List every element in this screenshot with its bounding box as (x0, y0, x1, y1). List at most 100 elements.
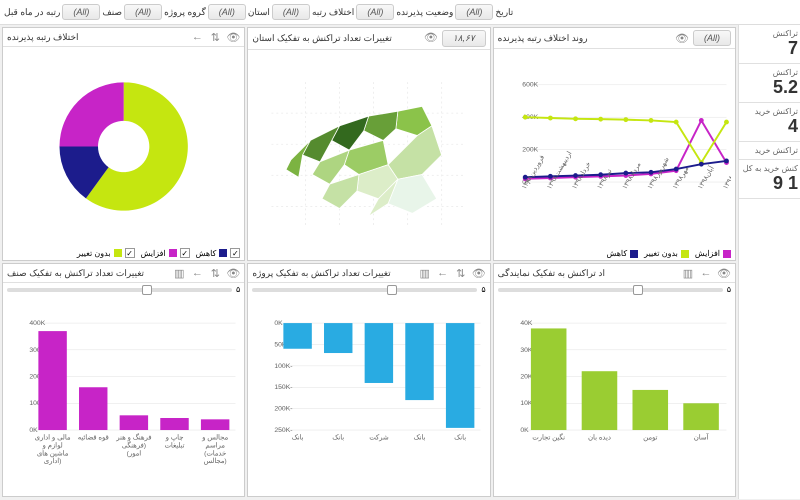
chart-icon[interactable]: ▥ (172, 266, 186, 280)
svg-text:(مجالس: (مجالس (204, 457, 227, 465)
chart-icon[interactable]: ▥ (418, 266, 432, 280)
svg-text:تبلیغات: تبلیغات (165, 442, 185, 450)
eye-icon[interactable]: 👁 (717, 266, 731, 280)
slider[interactable] (7, 288, 232, 292)
panel-title: تغییرات تعداد تراکنش به تفکیک استان (252, 33, 391, 44)
svg-text:0K: 0K (275, 320, 284, 327)
svg-text:امور): امور) (127, 449, 142, 457)
kpi-value: 9 1 (741, 173, 798, 194)
legend-item[interactable]: ✓افزایش (141, 248, 190, 258)
filter-label: استان (248, 7, 270, 18)
arrow-icon[interactable]: ← (190, 30, 204, 44)
panel-title: تغییرات تعداد تراکنش به تفکیک پروژه (252, 268, 390, 279)
svg-text:مجالس و: مجالس و (201, 434, 228, 442)
panel-title: روند اختلاف رتبه پذیرنده (498, 33, 588, 44)
svg-text:-250K: -250K (275, 427, 293, 434)
eye-icon[interactable]: 👁 (226, 30, 240, 44)
svg-text:200K: 200K (522, 147, 538, 154)
kpi-label: تراکنش خرید (741, 107, 798, 116)
svg-text:ماشین های: ماشین های (37, 449, 69, 457)
legend-item: بدون تغییر (644, 249, 689, 258)
filter-dropdown[interactable]: (All) (62, 4, 100, 20)
arrow-icon[interactable]: ← (190, 266, 204, 280)
legend-item[interactable]: ✓کاهش (196, 248, 241, 258)
panel-project: تغییرات تعداد تراکنش به تفکیک پروژه 👁 ⇅ … (247, 263, 490, 497)
svg-text:بانک: بانک (414, 434, 426, 442)
svg-text:600K: 600K (522, 82, 538, 89)
svg-text:(فرهنگی: (فرهنگی (122, 441, 146, 450)
svg-text:آذر۱۳۹۸: آذر۱۳۹۸ (719, 165, 731, 191)
svg-text:تومن: تومن (643, 435, 657, 442)
svg-text:خدمات): خدمات) (204, 449, 226, 457)
slider[interactable] (252, 288, 477, 292)
legend-item: افزایش (695, 249, 731, 258)
filter-label: گروه پروژه (164, 7, 206, 18)
svg-text:0K: 0K (520, 427, 529, 434)
svg-text:0K: 0K (29, 427, 38, 434)
panel-trend: روند اختلاف رتبه پذیرنده (All) 👁 0K200K4… (493, 27, 736, 261)
panel-title: تغییرات تعداد تراکنش به تفکیک صنف (7, 268, 144, 279)
trend-legend: افزایش بدون تغییر کاهش (494, 247, 735, 260)
filter-dropdown[interactable]: (All) (272, 4, 310, 20)
kpi-value: 5.2 (741, 77, 798, 98)
bars-icon[interactable]: ⇅ (208, 30, 222, 44)
arrow-icon[interactable]: ← (436, 266, 450, 280)
slider[interactable] (498, 288, 723, 292)
eye-icon[interactable]: 👁 (424, 30, 438, 44)
panel-category: تغییرات تعداد تراکنش به تفکیک صنف 👁 ⇅ ← … (2, 263, 245, 497)
eye-icon[interactable]: 👁 (472, 266, 486, 280)
legend-item: کاهش (607, 249, 639, 258)
filter-dropdown[interactable]: (All) (124, 4, 162, 20)
donut-legend: ✓کاهش ✓افزایش ✓بدون تغییر (3, 246, 244, 260)
filter-label: تاریخ (495, 7, 513, 18)
filter-label: رتبه در ماه قبل (4, 7, 60, 18)
svg-text:فرهنگ و هنر: فرهنگ و هنر (115, 433, 151, 442)
kpi-value: 7 (741, 38, 798, 59)
svg-text:لوازم و: لوازم و (42, 442, 63, 450)
chart-icon[interactable]: ▥ (681, 266, 695, 280)
panel-title: اختلاف رتبه پذیرنده (7, 32, 79, 43)
panel-title: اد تراکنش به تفکیک نمایندگی (498, 268, 605, 279)
kpi-label: تراکنش (741, 29, 798, 38)
svg-text:نگین تجارت: نگین تجارت (532, 433, 565, 442)
filter-bar: رتبه در ماه قبل(All)صنف(All)گروه پروژه(A… (0, 0, 800, 25)
svg-text:مراسم: مراسم (205, 442, 225, 450)
svg-text:آسان: آسان (693, 432, 709, 442)
slider-value: ۵ (481, 285, 485, 294)
svg-text:تیر۱۳۹۸: تیر۱۳۹۸ (596, 168, 613, 191)
dashboard-grid: روند اختلاف رتبه پذیرنده (All) 👁 0K 200K 4… (0, 25, 738, 499)
svg-text:-100K: -100K (275, 363, 293, 370)
kpi-label: تراکنش خرید (741, 146, 798, 155)
filter-dropdown[interactable]: (All) (455, 4, 493, 20)
panel-map: تغییرات تعداد تراکنش به تفکیک استان ۱۸,۶… (247, 27, 490, 261)
slider-value: ۵ (727, 285, 731, 294)
bars-icon[interactable]: ⇅ (208, 266, 222, 280)
filter-dropdown[interactable]: (All) (356, 4, 394, 20)
slider-value: ۵ (236, 285, 240, 294)
legend-item[interactable]: ✓بدون تغییر (77, 248, 135, 258)
svg-text:بانک: بانک (455, 434, 467, 442)
svg-text:چاپ و: چاپ و (165, 434, 184, 442)
bars-icon[interactable]: ⇅ (454, 266, 468, 280)
eye-icon[interactable]: 👁 (226, 266, 240, 280)
svg-text:400K: 400K (29, 320, 45, 327)
trend-filter[interactable]: (All) (693, 30, 731, 46)
filter-dropdown[interactable]: (All) (208, 4, 246, 20)
eye-icon[interactable]: 👁 (675, 31, 689, 45)
svg-text:فروردین۱۳۹۸: فروردین۱۳۹۸ (521, 154, 546, 191)
filter-label: وضعیت پذیرنده (396, 7, 453, 18)
svg-text:مالی و اداری: مالی و اداری (35, 434, 71, 442)
svg-text:آبان۱۳۹۸: آبان۱۳۹۸ (694, 163, 716, 191)
arrow-icon[interactable]: ← (699, 266, 713, 280)
panel-donut: اختلاف رتبه پذیرنده 👁 ⇅ ← ✓کاهش ✓افزایش ✓ب… (2, 27, 245, 261)
svg-text:شرکت: شرکت (370, 434, 390, 442)
kpi-column: تراکنش7تراکنش5.2تراکنش خرید4تراکنش خریدک… (738, 25, 800, 499)
svg-text:بانک: بانک (292, 434, 304, 442)
svg-text:(اداری: (اداری (44, 457, 62, 465)
svg-text:40K: 40K (520, 320, 533, 327)
svg-text:-200K: -200K (275, 406, 293, 413)
kpi-label: کنش خرید به کل (741, 164, 798, 173)
map-badge: ۱۸,۶۷ (442, 30, 486, 47)
svg-text:اردیبهشت۱۳۹۸: اردیبهشت۱۳۹۸ (545, 150, 573, 191)
svg-text:بانک: بانک (333, 434, 345, 442)
